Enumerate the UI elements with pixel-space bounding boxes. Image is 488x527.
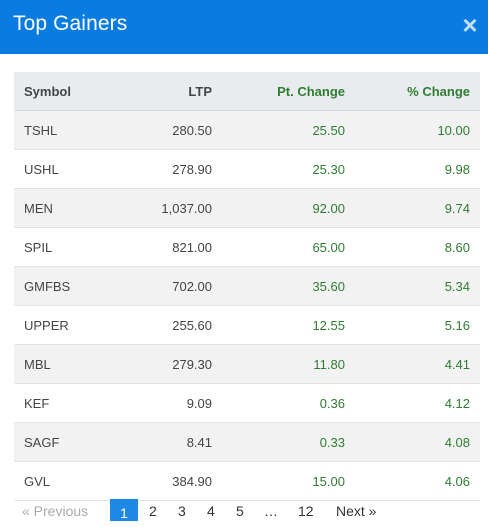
pagination-page-5[interactable]: 5	[236, 503, 244, 519]
pagination-next-button[interactable]: Next »	[336, 503, 377, 519]
cell-ltp: 8.41	[119, 422, 222, 462]
cell-pct-change: 9.98	[355, 149, 480, 189]
cell-ltp: 280.50	[119, 110, 222, 150]
cell-ltp: 255.60	[119, 305, 222, 345]
column-header-pt-change[interactable]: Pt. Change	[222, 72, 355, 111]
cell-pct-change: 4.08	[355, 422, 480, 462]
pagination-page-12[interactable]: 12	[298, 503, 314, 519]
cell-symbol: MBL	[14, 344, 119, 384]
table-row: UPPER 255.60 12.55 5.16	[14, 305, 480, 345]
pagination-previous-button[interactable]: « Previous	[22, 503, 89, 519]
cell-symbol: SPIL	[14, 227, 119, 267]
cell-pct-change: 9.74	[355, 188, 480, 228]
top-gainers-table: Symbol LTP Pt. Change % Change TSHL 280.…	[14, 72, 480, 501]
cell-ltp: 279.30	[119, 344, 222, 384]
cell-ltp: 278.90	[119, 149, 222, 189]
cell-pct-change: 10.00	[355, 110, 480, 150]
cell-symbol: USHL	[14, 149, 119, 189]
cell-symbol: KEF	[14, 383, 119, 423]
cell-pct-change: 5.34	[355, 266, 480, 306]
cell-pt-change: 0.36	[222, 383, 355, 423]
cell-symbol: GVL	[14, 461, 119, 501]
table-header-row: Symbol LTP Pt. Change % Change	[14, 72, 480, 111]
cell-pt-change: 65.00	[222, 227, 355, 267]
cell-pt-change: 25.30	[222, 149, 355, 189]
close-icon[interactable]: ×	[462, 10, 478, 40]
table-row: GMFBS 702.00 35.60 5.34	[14, 266, 480, 306]
table-row: SAGF 8.41 0.33 4.08	[14, 422, 480, 462]
cell-pct-change: 8.60	[355, 227, 480, 267]
pagination-page-4[interactable]: 4	[207, 503, 215, 519]
cell-pt-change: 11.80	[222, 344, 355, 384]
table-row: USHL 278.90 25.30 9.98	[14, 149, 480, 189]
pagination-ellipsis: …	[264, 503, 278, 519]
table-row: KEF 9.09 0.36 4.12	[14, 383, 480, 423]
cell-pt-change: 15.00	[222, 461, 355, 501]
column-header-ltp[interactable]: LTP	[119, 72, 222, 111]
table-row: TSHL 280.50 25.50 10.00	[14, 110, 480, 150]
pagination-page-3[interactable]: 3	[178, 503, 186, 519]
column-header-symbol[interactable]: Symbol	[14, 72, 119, 111]
cell-symbol: UPPER	[14, 305, 119, 345]
table-row: SPIL 821.00 65.00 8.60	[14, 227, 480, 267]
cell-ltp: 384.90	[119, 461, 222, 501]
cell-pt-change: 12.55	[222, 305, 355, 345]
cell-ltp: 9.09	[119, 383, 222, 423]
cell-ltp: 702.00	[119, 266, 222, 306]
modal-title: Top Gainers	[13, 12, 128, 35]
cell-symbol: SAGF	[14, 422, 119, 462]
pagination-page-2[interactable]: 2	[149, 503, 157, 519]
top-gainers-table-container: Symbol LTP Pt. Change % Change TSHL 280.…	[14, 72, 480, 501]
cell-symbol: TSHL	[14, 110, 119, 150]
cell-pct-change: 4.06	[355, 461, 480, 501]
pagination-page-1[interactable]: 1	[110, 499, 138, 521]
column-header-pct-change[interactable]: % Change	[355, 72, 480, 111]
table-row: MBL 279.30 11.80 4.41	[14, 344, 480, 384]
cell-ltp: 821.00	[119, 227, 222, 267]
table-row: GVL 384.90 15.00 4.06	[14, 461, 480, 501]
cell-pt-change: 92.00	[222, 188, 355, 228]
cell-symbol: GMFBS	[14, 266, 119, 306]
cell-ltp: 1,037.00	[119, 188, 222, 228]
modal-header: Top Gainers ×	[0, 0, 488, 54]
table-row: MEN 1,037.00 92.00 9.74	[14, 188, 480, 228]
cell-pt-change: 35.60	[222, 266, 355, 306]
cell-pt-change: 25.50	[222, 110, 355, 150]
cell-pct-change: 4.41	[355, 344, 480, 384]
cell-pt-change: 0.33	[222, 422, 355, 462]
cell-symbol: MEN	[14, 188, 119, 228]
pagination: « Previous 1 2 3 4 5 … 12 Next »	[14, 499, 480, 523]
cell-pct-change: 4.12	[355, 383, 480, 423]
cell-pct-change: 5.16	[355, 305, 480, 345]
